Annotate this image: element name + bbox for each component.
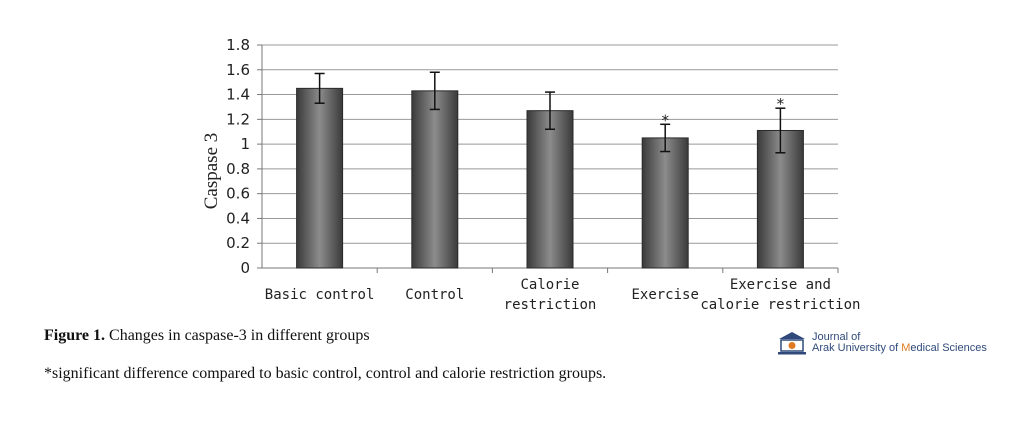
y-tick-label: 0.2: [226, 234, 250, 252]
y-tick-label: 1.8: [226, 36, 250, 54]
x-category-label: Exercise: [631, 287, 698, 303]
journal-emblem-icon: [778, 332, 806, 355]
journal-logo: Journal of Arak University of Medical Sc…: [776, 330, 987, 356]
journal-line2-prefix: Arak University of: [812, 342, 902, 354]
bar: [641, 137, 689, 269]
journal-line2-suffix: edical Sciences: [910, 342, 987, 354]
y-tick-label: 1.6: [226, 61, 250, 79]
bar: [411, 90, 459, 269]
journal-line2-m: M: [901, 342, 911, 354]
x-category-label: Calorie: [520, 277, 579, 293]
bar: [526, 110, 574, 269]
caspase-bar-chart: 0 0.2 0.4 0.6 0.8 1 1.2 1.4 1.6 1.8 Caspase 3 Basic…: [201, 36, 860, 313]
x-category-label: Exercise and: [730, 277, 831, 293]
y-tick-label: 0.8: [226, 160, 250, 178]
journal-line2: Arak University of Medical Sciences: [812, 343, 987, 354]
y-tick-label: 1.2: [226, 110, 250, 128]
figure-caption-text: Changes in caspase-3 in different groups: [105, 327, 370, 344]
y-axis-label: Caspase 3: [201, 133, 222, 210]
significance-marker: *: [661, 111, 669, 129]
y-tick-label: 1: [240, 135, 250, 153]
x-category-label: restriction: [504, 297, 597, 313]
significance-footnote: *significant difference compared to basi…: [44, 365, 607, 382]
journal-line1: Journal of: [812, 331, 861, 343]
bar: [296, 87, 344, 269]
x-category-label: calorie restriction: [700, 297, 860, 313]
figure-caption: Figure 1. Changes in caspase-3 in differ…: [44, 327, 370, 345]
figure-label: Figure 1.: [44, 327, 106, 344]
y-tick-label: 0: [240, 259, 250, 277]
x-category-label: Control: [405, 287, 464, 303]
y-tick-label: 0.6: [226, 185, 250, 203]
significance-marker: *: [777, 95, 785, 113]
y-tick-label: 0.4: [226, 209, 250, 227]
x-category-label: Basic control: [265, 287, 375, 303]
y-tick-label: 1.4: [226, 86, 250, 104]
